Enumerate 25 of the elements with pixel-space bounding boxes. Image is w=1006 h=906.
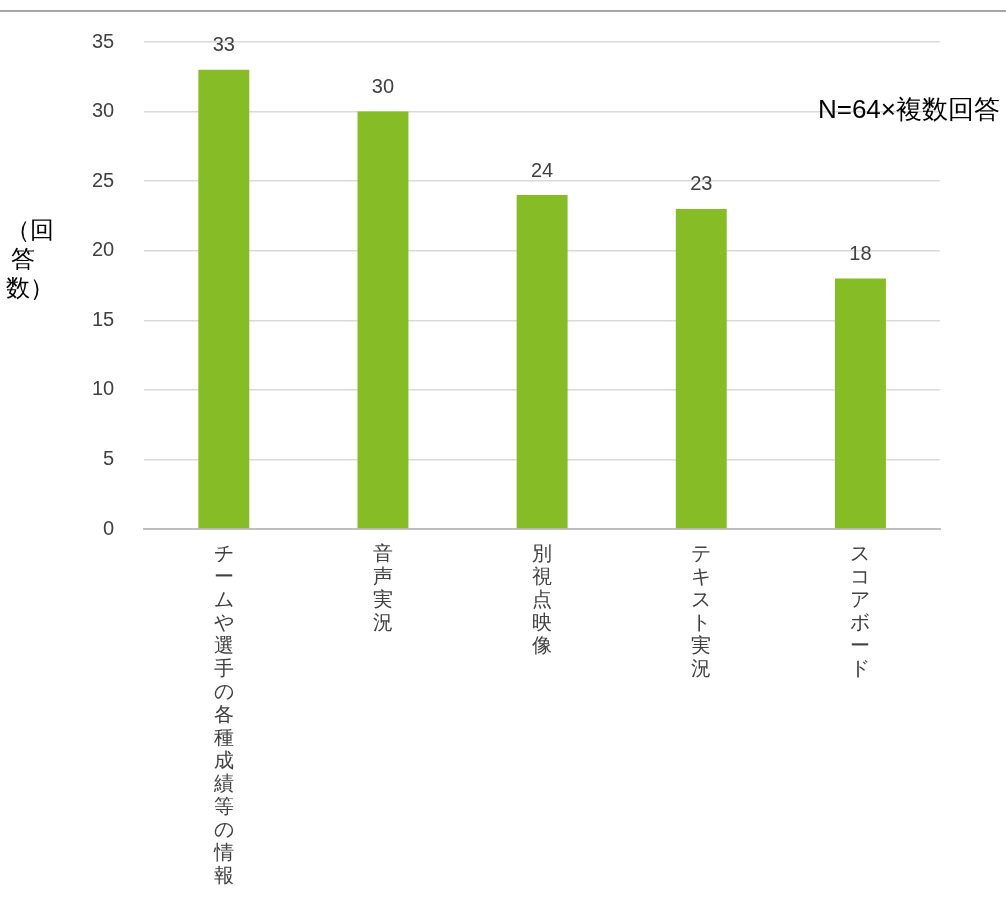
y-tick-label: 0 [103, 516, 115, 539]
y-tick-label: 35 [92, 29, 115, 52]
category-label: チームや選手の各種成績等の情報 [213, 542, 234, 887]
y-tick-label: 20 [92, 238, 115, 261]
bar [198, 69, 250, 529]
y-tick-label: 10 [92, 377, 115, 400]
y-tick-label: 5 [103, 446, 115, 469]
annotation: N=64×複数回答 [817, 93, 1000, 126]
data-label: 23 [690, 172, 713, 195]
y-tick-label: 30 [92, 99, 115, 122]
bar [357, 111, 409, 529]
x-tick-label: 別視点映像 [532, 542, 553, 657]
bar [675, 208, 727, 529]
bar [834, 278, 886, 529]
y-axis-title: （回答数） [6, 215, 54, 302]
data-label: 18 [849, 242, 872, 265]
data-label: 24 [531, 158, 554, 181]
x-tick-label: テキスト実況 [691, 542, 712, 680]
y-tick-label: 15 [92, 307, 115, 330]
x-tick-label: スコアボード [850, 542, 871, 680]
x-tick-label: 音声実況 [372, 542, 393, 634]
bar [516, 195, 568, 529]
data-label: 33 [212, 33, 235, 56]
data-label: 30 [371, 75, 395, 98]
y-tick-label: 25 [92, 168, 115, 191]
